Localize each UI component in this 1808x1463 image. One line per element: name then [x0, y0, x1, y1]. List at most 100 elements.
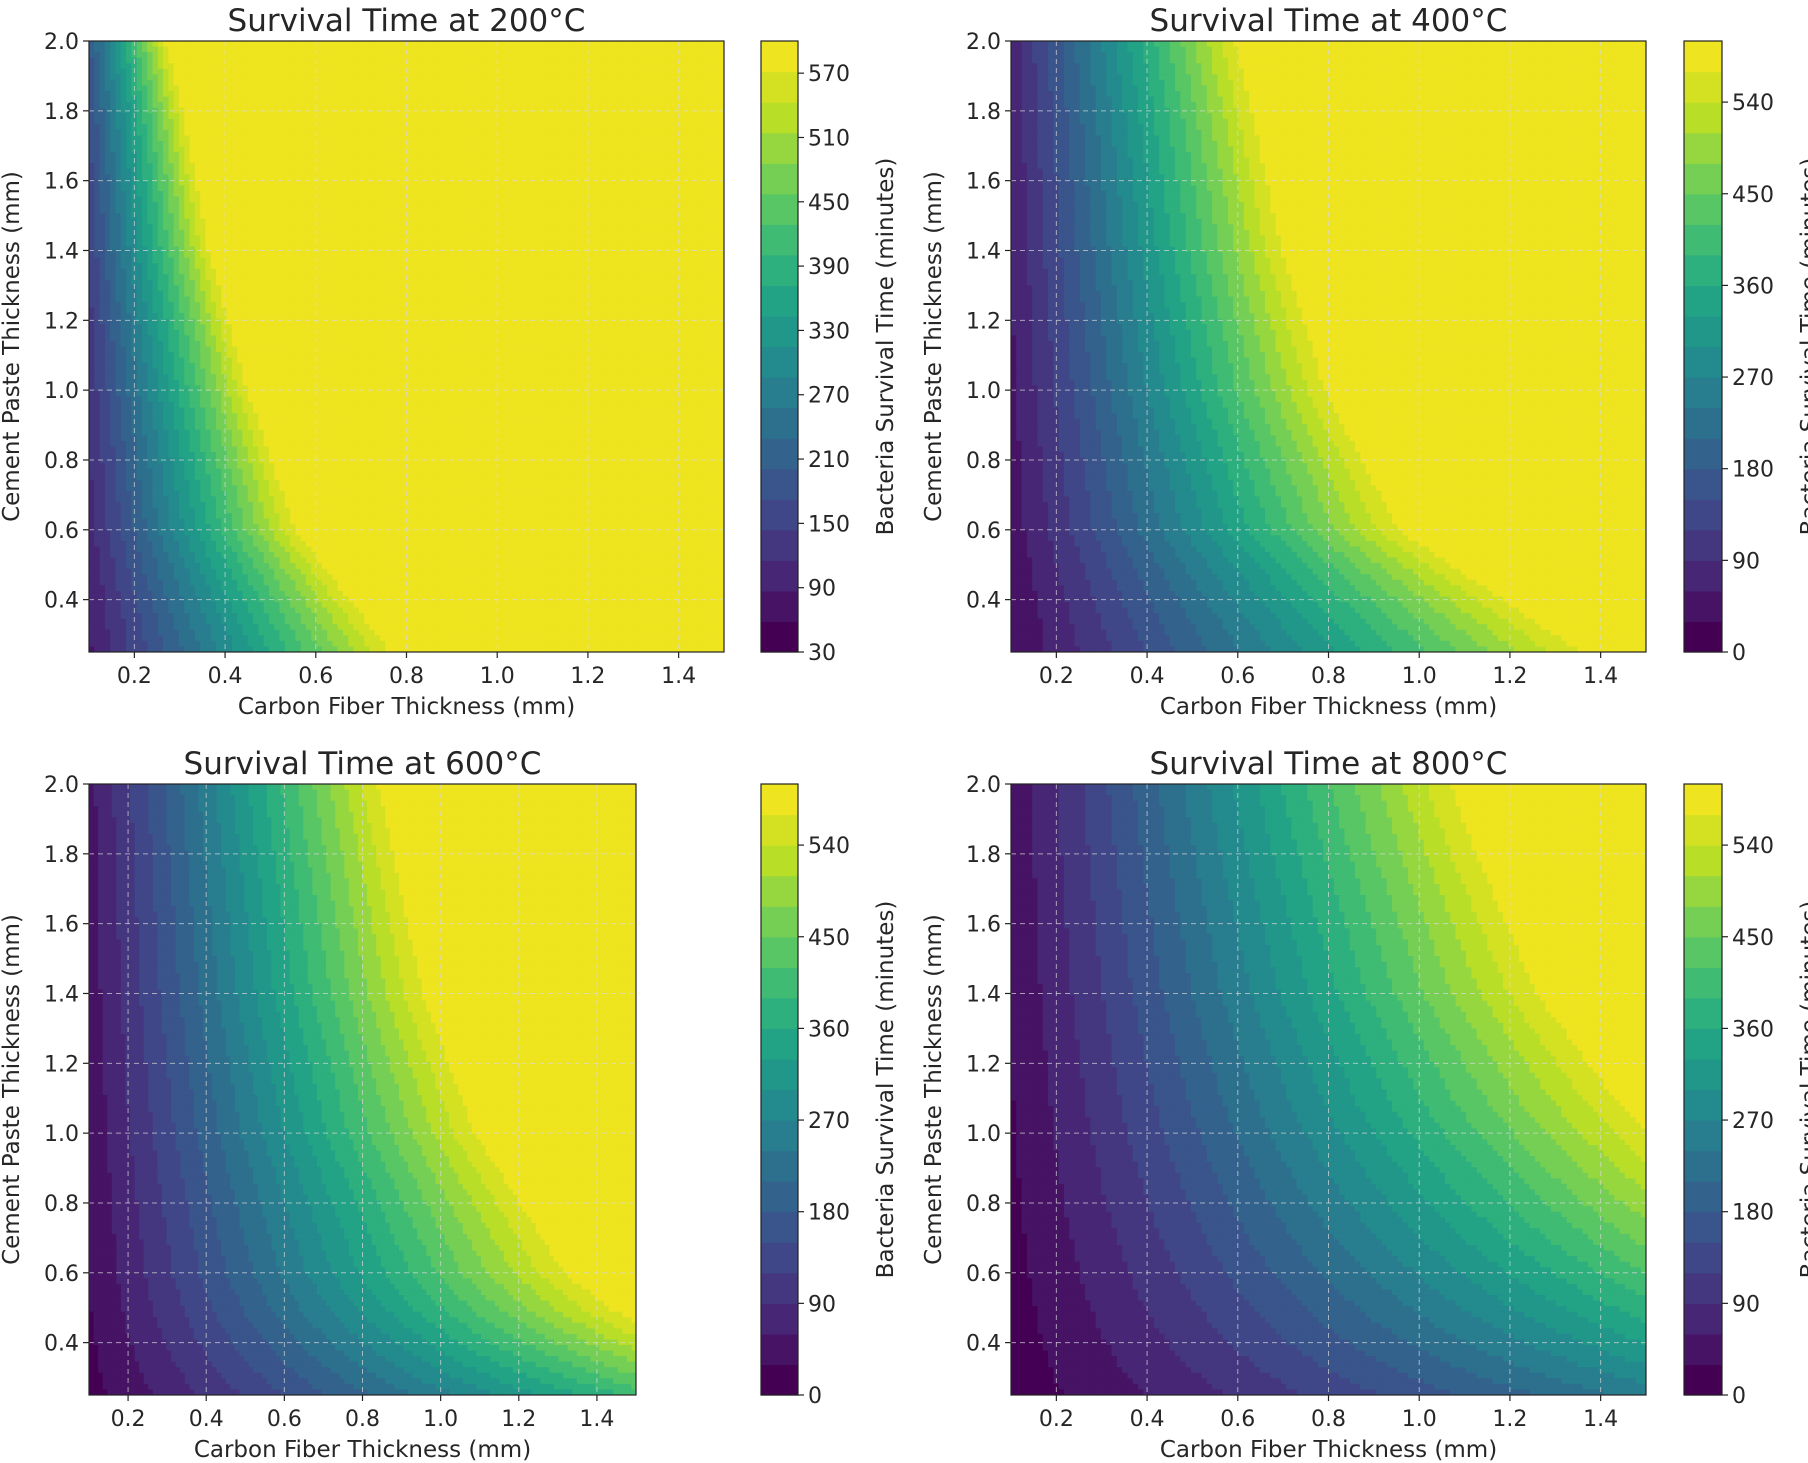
- heatmap-cell: [327, 152, 334, 159]
- heatmap-cell: [216, 268, 222, 275]
- heatmap-cell: [300, 202, 307, 209]
- heatmap-cell: [358, 57, 365, 64]
- heatmap-cell: [221, 74, 228, 81]
- heatmap-cell: [597, 146, 603, 153]
- heatmap-cell: [671, 74, 677, 81]
- heatmap-cell: [607, 252, 614, 259]
- heatmap-cell: [343, 257, 349, 264]
- heatmap-cell: [305, 85, 312, 92]
- heatmap-cell: [411, 252, 418, 259]
- heatmap-cell: [602, 79, 609, 87]
- heatmap-cell: [136, 118, 143, 125]
- heatmap-cell: [644, 224, 651, 231]
- heatmap-cell: [406, 68, 413, 75]
- heatmap-cell: [258, 118, 265, 125]
- heatmap-cell: [353, 118, 360, 125]
- heatmap-cell: [364, 52, 371, 59]
- heatmap-cell: [507, 96, 513, 103]
- heatmap-cell: [602, 174, 609, 181]
- heatmap-cell: [316, 79, 323, 87]
- heatmap-cell: [454, 229, 461, 236]
- heatmap-cell: [136, 213, 143, 220]
- heatmap-cell: [205, 124, 212, 131]
- heatmap-cell: [607, 202, 614, 209]
- heatmap-cell: [686, 168, 693, 175]
- heatmap-cell: [321, 46, 328, 53]
- heatmap-cell: [290, 124, 296, 131]
- heatmap-cell: [343, 229, 349, 236]
- heatmap-cell: [491, 146, 498, 153]
- subplot-1: 0.2 0.4 0.6 0.8 1.0 1.2 1.40.40.60.81.01.21.41…: [0, 3, 899, 720]
- heatmap-cell: [152, 96, 159, 103]
- heatmap-cell: [290, 252, 296, 259]
- heatmap-cell: [634, 224, 640, 231]
- heatmap-cell: [136, 174, 143, 181]
- heatmap-cell: [205, 85, 212, 92]
- heatmap-cell: [358, 174, 365, 181]
- heatmap-cell: [581, 68, 588, 75]
- heatmap-cell: [247, 146, 254, 153]
- heatmap-cell: [141, 252, 148, 259]
- heatmap-cell: [216, 202, 222, 209]
- heatmap-cell: [485, 224, 492, 231]
- heatmap-cell: [343, 252, 349, 259]
- heatmap-cell: [522, 74, 529, 81]
- heatmap-cell: [274, 63, 281, 70]
- heatmap-cell: [544, 168, 550, 175]
- heatmap-cell: [268, 85, 275, 92]
- heatmap-cell: [311, 163, 318, 170]
- heatmap-cell: [417, 218, 423, 225]
- heatmap-cell: [427, 85, 434, 92]
- heatmap-cell: [475, 63, 482, 70]
- heatmap-cell: [364, 268, 371, 275]
- heatmap-cell: [718, 85, 724, 92]
- heatmap-cell: [337, 185, 344, 192]
- heatmap-cell: [284, 102, 291, 109]
- heatmap-cell: [485, 179, 492, 187]
- heatmap-cell: [676, 63, 683, 70]
- heatmap-cell: [649, 146, 656, 153]
- heatmap-cell: [512, 135, 519, 142]
- heatmap-cell: [358, 196, 365, 203]
- heatmap-cell: [337, 113, 344, 120]
- heatmap-cell: [597, 74, 603, 81]
- heatmap-cell: [136, 113, 143, 120]
- heatmap-cell: [178, 157, 185, 164]
- heatmap-cell: [110, 74, 117, 81]
- heatmap-cell: [205, 152, 212, 159]
- heatmap-cell: [358, 146, 365, 153]
- heatmap-cell: [253, 129, 259, 137]
- heatmap-cell: [454, 207, 461, 214]
- heatmap-cell: [311, 118, 318, 125]
- heatmap-cell: [501, 68, 508, 75]
- heatmap-cell: [173, 263, 180, 270]
- heatmap-cell: [459, 68, 466, 75]
- heatmap-cell: [374, 85, 381, 92]
- heatmap-cell: [597, 85, 603, 92]
- heatmap-cell: [168, 41, 175, 48]
- heatmap-cell: [634, 218, 640, 225]
- heatmap-cell: [718, 157, 724, 164]
- heatmap-cell: [279, 90, 286, 98]
- heatmap-cell: [311, 79, 318, 87]
- heatmap-cell: [327, 190, 334, 198]
- heatmap-cell: [401, 157, 408, 164]
- heatmap-cell: [343, 202, 349, 209]
- heatmap-cell: [559, 146, 566, 153]
- heatmap-cell: [517, 235, 524, 242]
- heatmap-cell: [369, 163, 376, 170]
- heatmap-cell: [597, 68, 603, 75]
- heatmap-cell: [607, 46, 614, 53]
- heatmap-cell: [475, 129, 482, 137]
- heatmap-cell: [591, 85, 598, 92]
- heatmap-cell: [649, 63, 656, 70]
- heatmap-cell: [681, 124, 688, 131]
- heatmap-cell: [226, 218, 233, 225]
- heatmap-cell: [152, 257, 159, 264]
- heatmap-cell: [422, 185, 429, 192]
- heatmap-cell: [210, 146, 217, 153]
- heatmap-cell: [104, 213, 111, 220]
- heatmap-cell: [173, 235, 180, 242]
- heatmap-cell: [602, 240, 609, 248]
- heatmap-cell: [644, 152, 651, 159]
